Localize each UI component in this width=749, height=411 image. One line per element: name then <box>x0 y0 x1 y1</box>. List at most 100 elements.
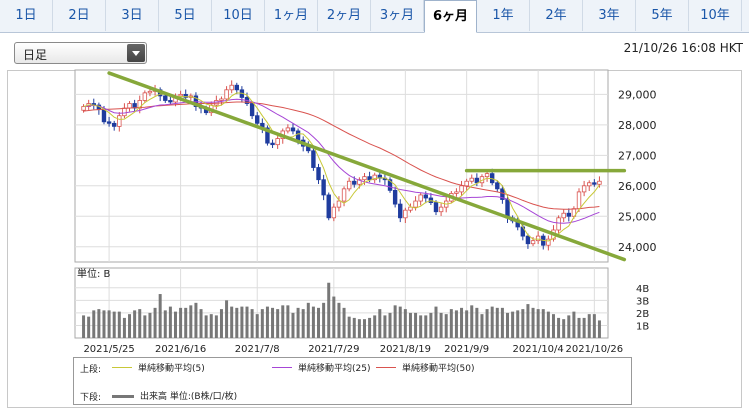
trendlines <box>107 71 627 262</box>
tab-0[interactable]: 1日 <box>0 0 53 31</box>
candle-body <box>127 103 132 109</box>
volume-bar <box>173 311 177 338</box>
volume-bar <box>597 320 601 338</box>
volume-bar <box>265 306 269 338</box>
candle-body <box>326 194 331 219</box>
volume-bar <box>511 311 515 338</box>
volume-bar <box>245 306 249 338</box>
volume-bar <box>557 317 561 338</box>
x-tick: 2021/8/19 <box>380 344 431 355</box>
tab-7[interactable]: 3ヶ月 <box>371 0 424 31</box>
legend-ma50: 単純移動平均(50) <box>402 364 475 374</box>
volume-bar <box>516 310 520 338</box>
candle-body <box>249 103 255 117</box>
tab-1[interactable]: 2日 <box>53 0 106 31</box>
volume-bar <box>306 302 310 338</box>
candle-body <box>163 95 168 101</box>
tab-3[interactable]: 5日 <box>159 0 212 31</box>
volume-bar <box>454 310 458 338</box>
period-tabs: 1日 2日 3日 5日 10日 1ヶ月 2ヶ月 3ヶ月 6ヶ月 1年 2年 3年 5年 10年 <box>0 0 749 33</box>
x-tick: 2021/10/4 <box>513 344 564 355</box>
volume-bar <box>342 307 346 338</box>
x-tick: 2021/5/25 <box>83 344 134 355</box>
volume-bar <box>327 282 331 338</box>
volume-bar <box>347 316 351 338</box>
tab-11[interactable]: 3年 <box>583 0 636 31</box>
volume-bar <box>291 312 295 338</box>
candle-body <box>587 182 592 187</box>
candle-body <box>346 180 352 190</box>
volume-bar <box>398 306 402 338</box>
price-y-tick: 25,000 <box>618 210 657 223</box>
price-y-tick: 28,000 <box>618 119 657 132</box>
candle-body <box>525 235 531 245</box>
candle-body <box>535 235 541 242</box>
candle-body <box>168 100 173 103</box>
volume-bar <box>465 310 469 338</box>
volume-bar <box>444 314 448 338</box>
volume-unit-label: 単位: B <box>77 267 111 280</box>
volume-bar <box>562 319 566 338</box>
volume-bar <box>153 307 157 338</box>
volume-bar <box>439 312 443 338</box>
tab-10[interactable]: 2年 <box>530 0 583 31</box>
volume-bar <box>179 307 183 338</box>
candle-body <box>336 200 342 208</box>
candle-body <box>581 185 587 193</box>
volume-bar <box>332 296 336 338</box>
volume-bar <box>383 315 387 338</box>
trendline <box>107 71 627 262</box>
volume-bar <box>434 306 438 338</box>
candle-body <box>403 209 408 219</box>
candle-body <box>418 194 423 202</box>
candle-body <box>438 206 444 213</box>
tab-9[interactable]: 1年 <box>477 0 530 31</box>
volume-bar <box>301 309 305 338</box>
interval-select[interactable]: 日足 <box>14 42 147 64</box>
candle-body <box>117 115 122 127</box>
volume-bar <box>311 306 315 338</box>
volume-bar <box>541 309 545 338</box>
candle-body <box>255 115 260 124</box>
volume-bar <box>286 305 290 338</box>
tab-5[interactable]: 1ヶ月 <box>265 0 318 31</box>
tab-8[interactable]: 6ヶ月 <box>424 0 477 33</box>
volume-y-tick: 1B <box>636 321 649 332</box>
ma25-line <box>83 98 600 224</box>
volume-bar <box>194 302 198 338</box>
volume-bar <box>168 306 172 338</box>
x-ticks: 2021/5/25 2021/6/16 2021/7/8 2021/7/29 2021/… <box>83 344 623 355</box>
price-y-tick: 29,000 <box>618 88 657 101</box>
volume-bar <box>592 314 596 338</box>
candle-body <box>285 127 291 132</box>
tab-13[interactable]: 10年 <box>689 0 742 31</box>
candle-body <box>81 106 86 111</box>
candle-body <box>112 122 117 127</box>
chevron-down-icon[interactable] <box>127 44 145 62</box>
candle-body <box>530 240 536 245</box>
volume-bar <box>408 312 412 338</box>
volume-bar <box>122 317 126 338</box>
volume-bar <box>526 304 530 338</box>
tab-4[interactable]: 10日 <box>212 0 265 31</box>
volume-bar <box>209 314 213 338</box>
volume-bar <box>240 306 244 338</box>
tab-2[interactable]: 3日 <box>106 0 159 31</box>
volume-bar <box>521 309 525 338</box>
volume-bar <box>490 306 494 338</box>
tab-6[interactable]: 2ヶ月 <box>318 0 371 31</box>
volume-bar <box>296 307 300 338</box>
timestamp: 21/10/26 16:08 HKT <box>623 41 743 55</box>
volume-bar <box>184 307 188 338</box>
tab-12[interactable]: 5年 <box>636 0 689 31</box>
x-tick: 2021/9/9 <box>444 344 489 355</box>
volume-bar <box>322 302 326 338</box>
volume-bar <box>357 319 361 338</box>
volume-bar <box>536 309 540 338</box>
volume-bar <box>138 309 142 338</box>
volume-bar <box>577 317 581 338</box>
volume-bar <box>393 305 397 338</box>
legend-ma25: 単純移動平均(25) <box>298 364 371 374</box>
legend-ma5: 単純移動平均(5) <box>138 364 205 374</box>
volume-bar <box>250 309 254 338</box>
